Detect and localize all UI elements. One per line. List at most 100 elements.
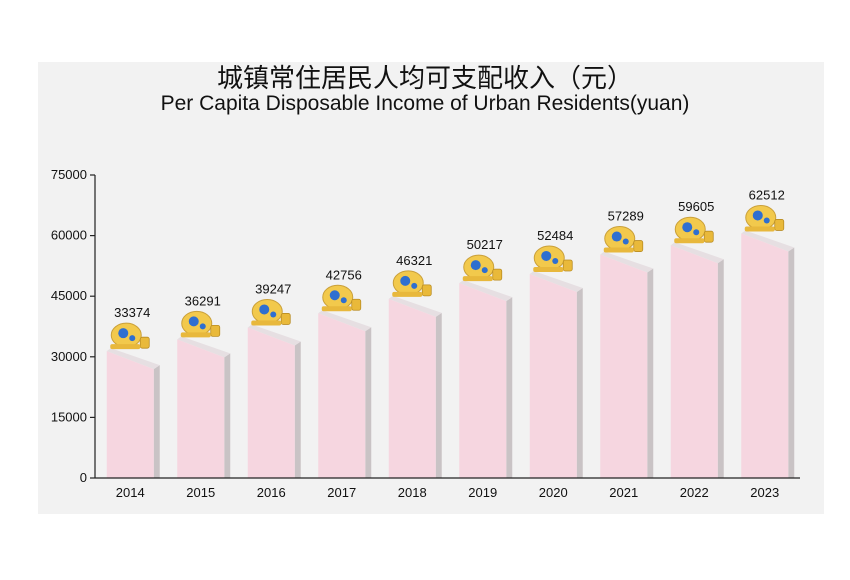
chart-title-english: Per Capita Disposable Income of Urban Re… bbox=[160, 92, 690, 115]
coin-stack-icon bbox=[774, 219, 785, 231]
coin-emblem-dot bbox=[118, 328, 129, 339]
bar-top-face bbox=[318, 310, 372, 332]
bar-2018: 46321 bbox=[388, 253, 442, 478]
coin-emblem-icon bbox=[744, 204, 785, 232]
coin-emblem-dot bbox=[763, 217, 770, 224]
coin-emblem-dot bbox=[541, 250, 552, 261]
coin-stack-icon bbox=[351, 298, 362, 311]
bar-value-label: 62512 bbox=[749, 187, 785, 202]
bar-2023: 62512 bbox=[741, 187, 795, 478]
bar-front-face bbox=[529, 273, 577, 478]
bar-side-face bbox=[294, 341, 301, 478]
bar-side-face bbox=[576, 287, 583, 478]
coin-emblem-band bbox=[603, 247, 634, 253]
coin-stack-icon bbox=[562, 259, 573, 272]
x-axis: 2014 2015 2016 2017 2018 2019 2020 2021 2022 2023 bbox=[95, 477, 800, 500]
chart-title-chinese: 城镇常住居民人均可支配收入（元） bbox=[216, 64, 633, 94]
bar-side-face bbox=[647, 268, 654, 478]
bar-side-face bbox=[153, 365, 160, 478]
y-tick-label: 60000 bbox=[51, 228, 87, 243]
bar-top-face bbox=[670, 242, 724, 264]
bar-top-face bbox=[106, 348, 160, 370]
coin-emblem-dot bbox=[752, 210, 763, 221]
coin-emblem-dot bbox=[693, 229, 700, 236]
bar-2015: 36291 bbox=[177, 293, 231, 478]
coin-emblem-dot bbox=[411, 282, 418, 289]
bar-front-face bbox=[247, 327, 295, 478]
bar-2021: 57289 bbox=[600, 209, 654, 478]
bar-top-face bbox=[741, 230, 795, 252]
x-tick-label: 2017 bbox=[327, 485, 356, 500]
x-tick-label: 2023 bbox=[750, 485, 779, 500]
coin-emblem-dot bbox=[329, 290, 340, 301]
coin-stack-icon bbox=[492, 268, 503, 281]
bar-front-face bbox=[388, 298, 436, 478]
coin-stack-icon bbox=[210, 324, 221, 337]
bar-front-face bbox=[177, 339, 225, 478]
coin-stack-icon bbox=[421, 284, 432, 297]
coin-stack-icon bbox=[280, 313, 291, 325]
bar-value-label: 59605 bbox=[678, 199, 714, 214]
bar-value-label: 39247 bbox=[255, 281, 291, 296]
bar-side-face bbox=[224, 353, 231, 478]
x-tick-label: 2020 bbox=[539, 485, 568, 500]
x-tick-label: 2019 bbox=[468, 485, 497, 500]
bar-2017: 42756 bbox=[318, 267, 372, 478]
bar-front-face bbox=[741, 233, 789, 478]
coin-emblem-dot bbox=[552, 257, 559, 264]
x-tick-label: 2018 bbox=[398, 485, 427, 500]
coin-emblem-band bbox=[321, 306, 352, 312]
coin-emblem-band bbox=[674, 238, 705, 244]
coin-emblem-dot bbox=[611, 231, 622, 242]
coin-emblem-dot bbox=[188, 316, 199, 327]
y-tick-label: 30000 bbox=[51, 349, 87, 364]
coin-emblem-dot bbox=[682, 222, 693, 233]
coin-stack-icon bbox=[703, 230, 714, 243]
coin-emblem-band bbox=[251, 320, 282, 326]
coin-emblem-band bbox=[533, 266, 564, 272]
bar-side-face bbox=[717, 259, 724, 478]
bar-front-face bbox=[670, 245, 718, 478]
bar-value-label: 33374 bbox=[114, 305, 150, 320]
bar-value-label: 42756 bbox=[326, 267, 362, 282]
y-axis: 0 15000 30000 45000 60000 75000 bbox=[51, 167, 96, 485]
coin-emblem-dot bbox=[481, 267, 488, 274]
coin-emblem-icon bbox=[251, 298, 291, 326]
x-tick-label: 2015 bbox=[186, 485, 215, 500]
coin-emblem-dot bbox=[622, 238, 629, 245]
coin-emblem-icon bbox=[603, 226, 644, 253]
coin-stack-icon bbox=[633, 240, 644, 252]
bar-front-face bbox=[459, 283, 507, 478]
bar-2019: 50217 bbox=[459, 237, 513, 478]
bar-top-face bbox=[600, 251, 654, 273]
coin-emblem-icon bbox=[392, 270, 432, 297]
y-tick-label: 15000 bbox=[51, 409, 87, 424]
bar-side-face bbox=[365, 327, 372, 478]
x-tick-label: 2021 bbox=[609, 485, 638, 500]
bar-value-label: 52484 bbox=[537, 228, 573, 243]
x-tick-label: 2014 bbox=[116, 485, 145, 500]
x-tick-label: 2022 bbox=[680, 485, 709, 500]
coin-emblem-dot bbox=[400, 275, 411, 286]
bar-value-label: 36291 bbox=[185, 293, 221, 308]
bar-top-face bbox=[247, 324, 301, 346]
coin-emblem-icon bbox=[180, 310, 221, 338]
bar-2014: 33374 bbox=[106, 305, 160, 478]
coin-emblem-icon bbox=[321, 284, 362, 312]
coin-emblem-dot bbox=[340, 297, 347, 304]
coin-emblem-icon bbox=[110, 322, 150, 350]
bar-front-face bbox=[106, 351, 154, 478]
bar-top-face bbox=[388, 295, 442, 317]
bar-value-label: 46321 bbox=[396, 253, 432, 268]
bar-top-face bbox=[529, 270, 583, 292]
bar-2016: 39247 bbox=[247, 281, 301, 478]
bar-2020: 52484 bbox=[529, 228, 583, 478]
bars-group: 33374 36291 39247 42756 46321 50217 52484 57289… bbox=[106, 187, 795, 478]
coin-emblem-band bbox=[462, 276, 493, 282]
coin-emblem-icon bbox=[462, 254, 503, 282]
y-tick-label: 0 bbox=[80, 470, 87, 485]
bar-value-label: 57289 bbox=[608, 209, 644, 224]
bar-side-face bbox=[788, 247, 795, 478]
coin-emblem-dot bbox=[199, 323, 206, 330]
coin-emblem-band bbox=[744, 226, 775, 232]
